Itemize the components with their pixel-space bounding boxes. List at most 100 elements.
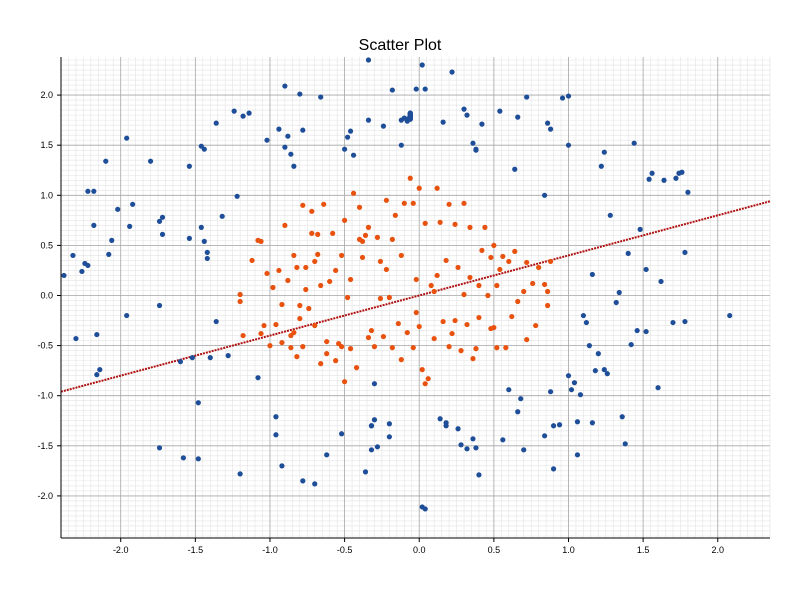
outer-point (374, 444, 381, 450)
inner-point (416, 323, 422, 330)
outer-point (422, 86, 428, 92)
outer-point (661, 177, 667, 183)
outer-point (455, 426, 461, 432)
inner-point (297, 315, 303, 322)
inner-point (536, 264, 542, 271)
inner-point (434, 272, 440, 279)
outer-point (85, 188, 91, 194)
outer-point (380, 123, 387, 129)
inner-point (279, 301, 285, 308)
inner-point (342, 217, 348, 223)
inner-point (422, 220, 428, 226)
inner-point (470, 356, 476, 362)
outer-point (604, 371, 610, 377)
outer-point (643, 328, 649, 335)
inner-point (410, 345, 416, 351)
inner-point (264, 270, 270, 277)
inner-point (237, 298, 243, 305)
inner-point (327, 278, 333, 285)
outer-point (685, 189, 691, 195)
outer-point (673, 175, 679, 181)
inner-point (359, 254, 366, 261)
outer-point (473, 146, 479, 152)
inner-point (509, 313, 515, 320)
outer-point (291, 163, 297, 169)
outer-point (300, 127, 306, 133)
outer-point (479, 121, 485, 127)
inner-point (285, 277, 291, 284)
inner-point (422, 381, 428, 387)
inner-point (344, 294, 351, 301)
outer-point (130, 201, 136, 207)
inner-point (392, 212, 398, 218)
inner-point (377, 295, 384, 302)
outer-point (398, 142, 404, 148)
outer-point (324, 452, 330, 458)
inner-point (431, 335, 437, 342)
outer-point (592, 368, 598, 374)
outer-point (583, 319, 590, 326)
outer-point (156, 218, 163, 224)
inner-point (404, 329, 410, 336)
outer-point (589, 420, 595, 426)
outer-point (506, 387, 512, 393)
inner-point (401, 200, 407, 206)
outer-point (231, 108, 237, 114)
outer-point (595, 351, 601, 357)
outer-point (634, 327, 640, 334)
inner-point (491, 324, 497, 331)
outer-point (365, 117, 372, 123)
inner-point (461, 291, 467, 298)
x-tick-label: 0.5 (488, 545, 501, 555)
outer-point (91, 188, 97, 194)
x-tick-label: -1.0 (262, 545, 278, 555)
y-tick-label: 2.0 (40, 90, 53, 100)
outer-point (115, 206, 121, 212)
inner-point (428, 282, 434, 289)
inner-point (494, 345, 500, 351)
inner-point (547, 258, 554, 265)
chart-title: Scatter Plot (359, 37, 442, 54)
inner-point (380, 333, 387, 340)
outer-point (70, 252, 76, 259)
outer-point (655, 385, 661, 391)
inner-point (300, 202, 306, 208)
inner-point (365, 334, 372, 341)
inner-point (339, 344, 345, 350)
inner-point (452, 221, 458, 227)
inner-point (362, 232, 369, 238)
inner-point (273, 321, 279, 328)
outer-point (300, 478, 306, 484)
y-tick-label: -1.0 (37, 391, 53, 401)
inner-point (258, 330, 264, 337)
x-tick-label: 1.0 (562, 545, 575, 555)
outer-point (619, 414, 625, 420)
outer-point (464, 446, 470, 452)
outer-point (339, 431, 345, 437)
outer-point (574, 452, 581, 458)
inner-point (431, 288, 437, 295)
outer-point (219, 213, 225, 219)
outer-point (550, 423, 557, 429)
inner-point (294, 264, 300, 271)
outer-point (544, 120, 551, 126)
inner-point (374, 234, 381, 240)
outer-point (413, 86, 419, 92)
outer-point (682, 249, 688, 256)
inner-point (530, 280, 536, 287)
outer-point (568, 387, 575, 393)
outer-point (109, 237, 115, 243)
inner-point (309, 230, 315, 236)
fit-line (60, 200, 771, 393)
inner-point (515, 298, 521, 305)
outer-point (255, 375, 261, 381)
outer-point (312, 481, 318, 487)
outer-point (559, 95, 566, 101)
inner-point (544, 288, 551, 295)
outer-point (147, 158, 154, 164)
inner-point (544, 302, 551, 309)
inner-point (330, 230, 336, 236)
outer-point (159, 231, 166, 237)
outer-point (264, 137, 270, 143)
inner-point (491, 242, 497, 248)
